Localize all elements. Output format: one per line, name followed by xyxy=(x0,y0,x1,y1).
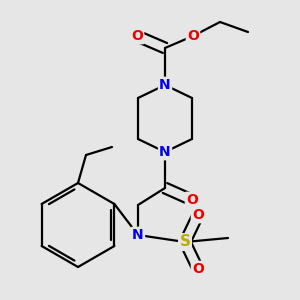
Text: O: O xyxy=(131,29,143,43)
Text: O: O xyxy=(192,262,204,276)
Text: O: O xyxy=(187,29,199,43)
Text: N: N xyxy=(159,145,171,159)
Text: O: O xyxy=(186,193,198,207)
Text: S: S xyxy=(179,235,191,250)
Text: N: N xyxy=(132,228,144,242)
Text: N: N xyxy=(159,78,171,92)
Text: O: O xyxy=(192,208,204,222)
